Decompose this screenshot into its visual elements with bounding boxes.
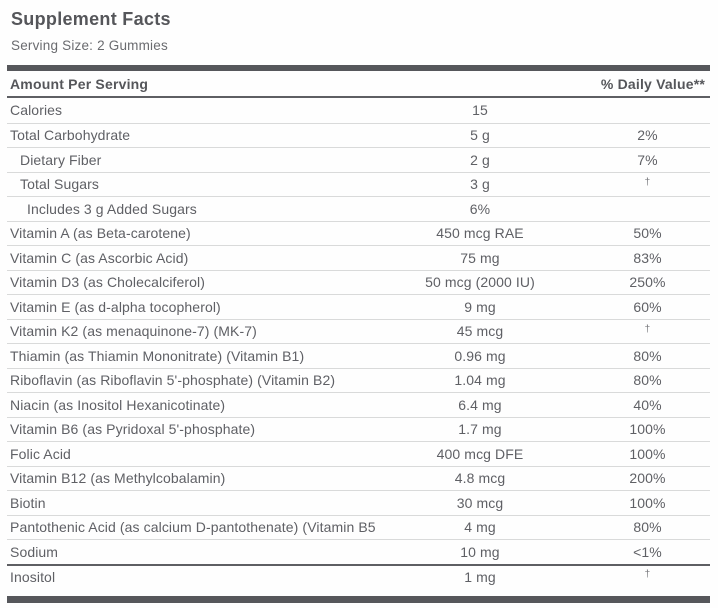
nutrient-dv: † xyxy=(644,569,651,581)
table-row: Vitamin B6 (as Pyridoxal 5'-phosphate) 1.… xyxy=(7,416,710,442)
table-row: Niacin (as Inositol Hexanicotinate) 6.4 m… xyxy=(7,392,710,417)
nutrient-amount: 9 mg xyxy=(464,298,496,315)
nutrient-dv: 200% xyxy=(629,470,666,487)
top-rule-bar xyxy=(7,65,710,71)
nutrient-amount: 4 mg xyxy=(464,519,496,536)
nutrient-name: Total Sugars xyxy=(20,176,100,193)
serving-size: Serving Size: 2 Gummies xyxy=(11,38,168,53)
nutrient-dv: 80% xyxy=(633,347,662,364)
nutrient-name: Vitamin D3 (as Cholecalciferol) xyxy=(10,274,206,291)
nutrient-amount: 5 g xyxy=(470,127,490,144)
table-row: Includes 3 g Added Sugars 6% xyxy=(7,196,710,221)
column-header-amount: Amount Per Serving xyxy=(10,75,149,92)
nutrient-dv: 50% xyxy=(633,225,662,242)
nutrient-dv: 7% xyxy=(637,151,658,168)
nutrient-amount: 10 mg xyxy=(460,543,500,560)
nutrient-name: Thiamin (as Thiamin Mononitrate) (Vitami… xyxy=(10,347,305,364)
nutrient-dv: 100% xyxy=(629,445,666,462)
nutrient-amount: 2 g xyxy=(470,151,490,168)
nutrient-amount: 4.8 mcg xyxy=(454,470,506,487)
nutrient-amount: 45 mcg xyxy=(456,323,504,340)
table-row: Inositol 1 mg † xyxy=(7,563,710,589)
nutrient-name: Vitamin B12 (as Methylcobalamin) xyxy=(10,470,226,487)
nutrient-amount: 1 mg xyxy=(464,568,496,585)
table-body: Calories 15 Total Carbohydrate 5 g 2% Dietary… xyxy=(7,98,710,588)
nutrient-dv: 40% xyxy=(633,396,662,413)
table-row: Vitamin E (as d-alpha tocopherol) 9 mg 60% xyxy=(7,294,710,319)
nutrient-dv: 60% xyxy=(633,298,662,315)
nutrient-amount: 75 mg xyxy=(460,249,500,266)
table-row: Thiamin (as Thiamin Mononitrate) (Vitami… xyxy=(7,343,710,368)
nutrient-amount: 50 mcg (2000 IU) xyxy=(425,274,535,291)
table-row: Vitamin C (as Ascorbic Acid) 75 mg 83% xyxy=(7,245,710,270)
table-row: Dietary Fiber 2 g 7% xyxy=(7,147,710,172)
nutrient-dv: 250% xyxy=(629,274,666,291)
nutrient-name: Total Carbohydrate xyxy=(10,127,131,144)
nutrient-name: Vitamin E (as d-alpha tocopherol) xyxy=(10,298,221,315)
facts-table: Amount Per Serving % Daily Value** Calor… xyxy=(7,65,710,603)
table-row: Vitamin K2 (as menaquinone-7) (MK-7) 45 m… xyxy=(7,318,710,344)
nutrient-amount: 0.96 mg xyxy=(454,347,506,364)
table-row: Vitamin B12 (as Methylcobalamin) 4.8 mcg 2… xyxy=(7,465,710,491)
column-header-dv: % Daily Value** xyxy=(600,75,705,92)
table-row: Calories 15 xyxy=(7,98,710,123)
nutrient-dv: 100% xyxy=(629,421,666,438)
table-header-row: Amount Per Serving % Daily Value** xyxy=(7,71,710,98)
page-title: Supplement Facts xyxy=(11,9,171,29)
nutrient-name: Vitamin B6 (as Pyridoxal 5'-phosphate) xyxy=(10,421,256,438)
nutrient-amount: 6% xyxy=(469,200,491,217)
nutrient-dv: 2% xyxy=(637,127,658,144)
nutrient-dv: 80% xyxy=(633,519,662,536)
nutrient-dv: 80% xyxy=(633,372,662,389)
nutrient-name: Vitamin C (as Ascorbic Acid) xyxy=(10,249,189,266)
nutrient-name: Inositol xyxy=(10,568,56,585)
nutrient-amount: 400 mcg DFE xyxy=(436,445,524,462)
nutrient-name: Vitamin A (as Beta-carotene) xyxy=(10,225,191,242)
table-row: Total Carbohydrate 5 g 2% xyxy=(7,122,710,148)
nutrient-dv: † xyxy=(644,176,651,188)
nutrient-dv: † xyxy=(644,323,651,335)
table-row: Vitamin A (as Beta-carotene) 450 mcg RAE 5… xyxy=(7,220,710,246)
nutrient-name: Riboflavin (as Riboflavin 5'-phosphate) … xyxy=(10,372,336,389)
nutrient-name: Pantothenic Acid (as calcium D-pantothen… xyxy=(10,519,375,536)
table-row: Vitamin D3 (as Cholecalciferol) 50 mcg (2… xyxy=(7,269,710,295)
nutrient-name: Niacin (as Inositol Hexanicotinate) xyxy=(10,396,226,413)
table-row: Biotin 30 mcg 100% xyxy=(7,490,710,515)
nutrient-name: Includes 3 g Added Sugars xyxy=(27,200,197,217)
nutrient-name: Vitamin K2 (as menaquinone-7) (MK-7) xyxy=(10,323,257,340)
nutrient-name: Calories xyxy=(10,102,63,119)
nutrient-dv: <1% xyxy=(633,543,662,560)
nutrient-amount: 6.4 mg xyxy=(458,396,502,413)
bottom-rule-bar xyxy=(7,596,710,603)
nutrient-name: Sodium xyxy=(10,543,59,560)
nutrient-amount: 15 xyxy=(472,102,488,119)
nutrient-amount: 1.7 mg xyxy=(458,421,502,438)
nutrient-amount: 450 mcg RAE xyxy=(436,225,524,242)
nutrient-amount: 30 mcg xyxy=(456,494,504,511)
nutrient-name: Dietary Fiber xyxy=(20,151,102,168)
table-row: Folic Acid 400 mcg DFE 100% xyxy=(7,441,710,466)
nutrient-name: Folic Acid xyxy=(10,445,71,462)
nutrient-dv: 83% xyxy=(633,249,662,266)
nutrient-amount: 1.04 mg xyxy=(454,372,506,389)
nutrient-name: Biotin xyxy=(10,494,46,511)
table-row: Pantothenic Acid (as calcium D-pantothen… xyxy=(7,514,710,540)
nutrient-amount: 3 g xyxy=(470,176,490,193)
table-row: Total Sugars 3 g † xyxy=(7,171,710,197)
table-row: Sodium 10 mg <1% xyxy=(7,539,710,564)
nutrient-dv: 100% xyxy=(629,494,666,511)
table-row: Riboflavin (as Riboflavin 5'-phosphate) … xyxy=(7,367,710,393)
panel-header: Supplement Facts Serving Size: 2 Gummies xyxy=(0,0,718,53)
